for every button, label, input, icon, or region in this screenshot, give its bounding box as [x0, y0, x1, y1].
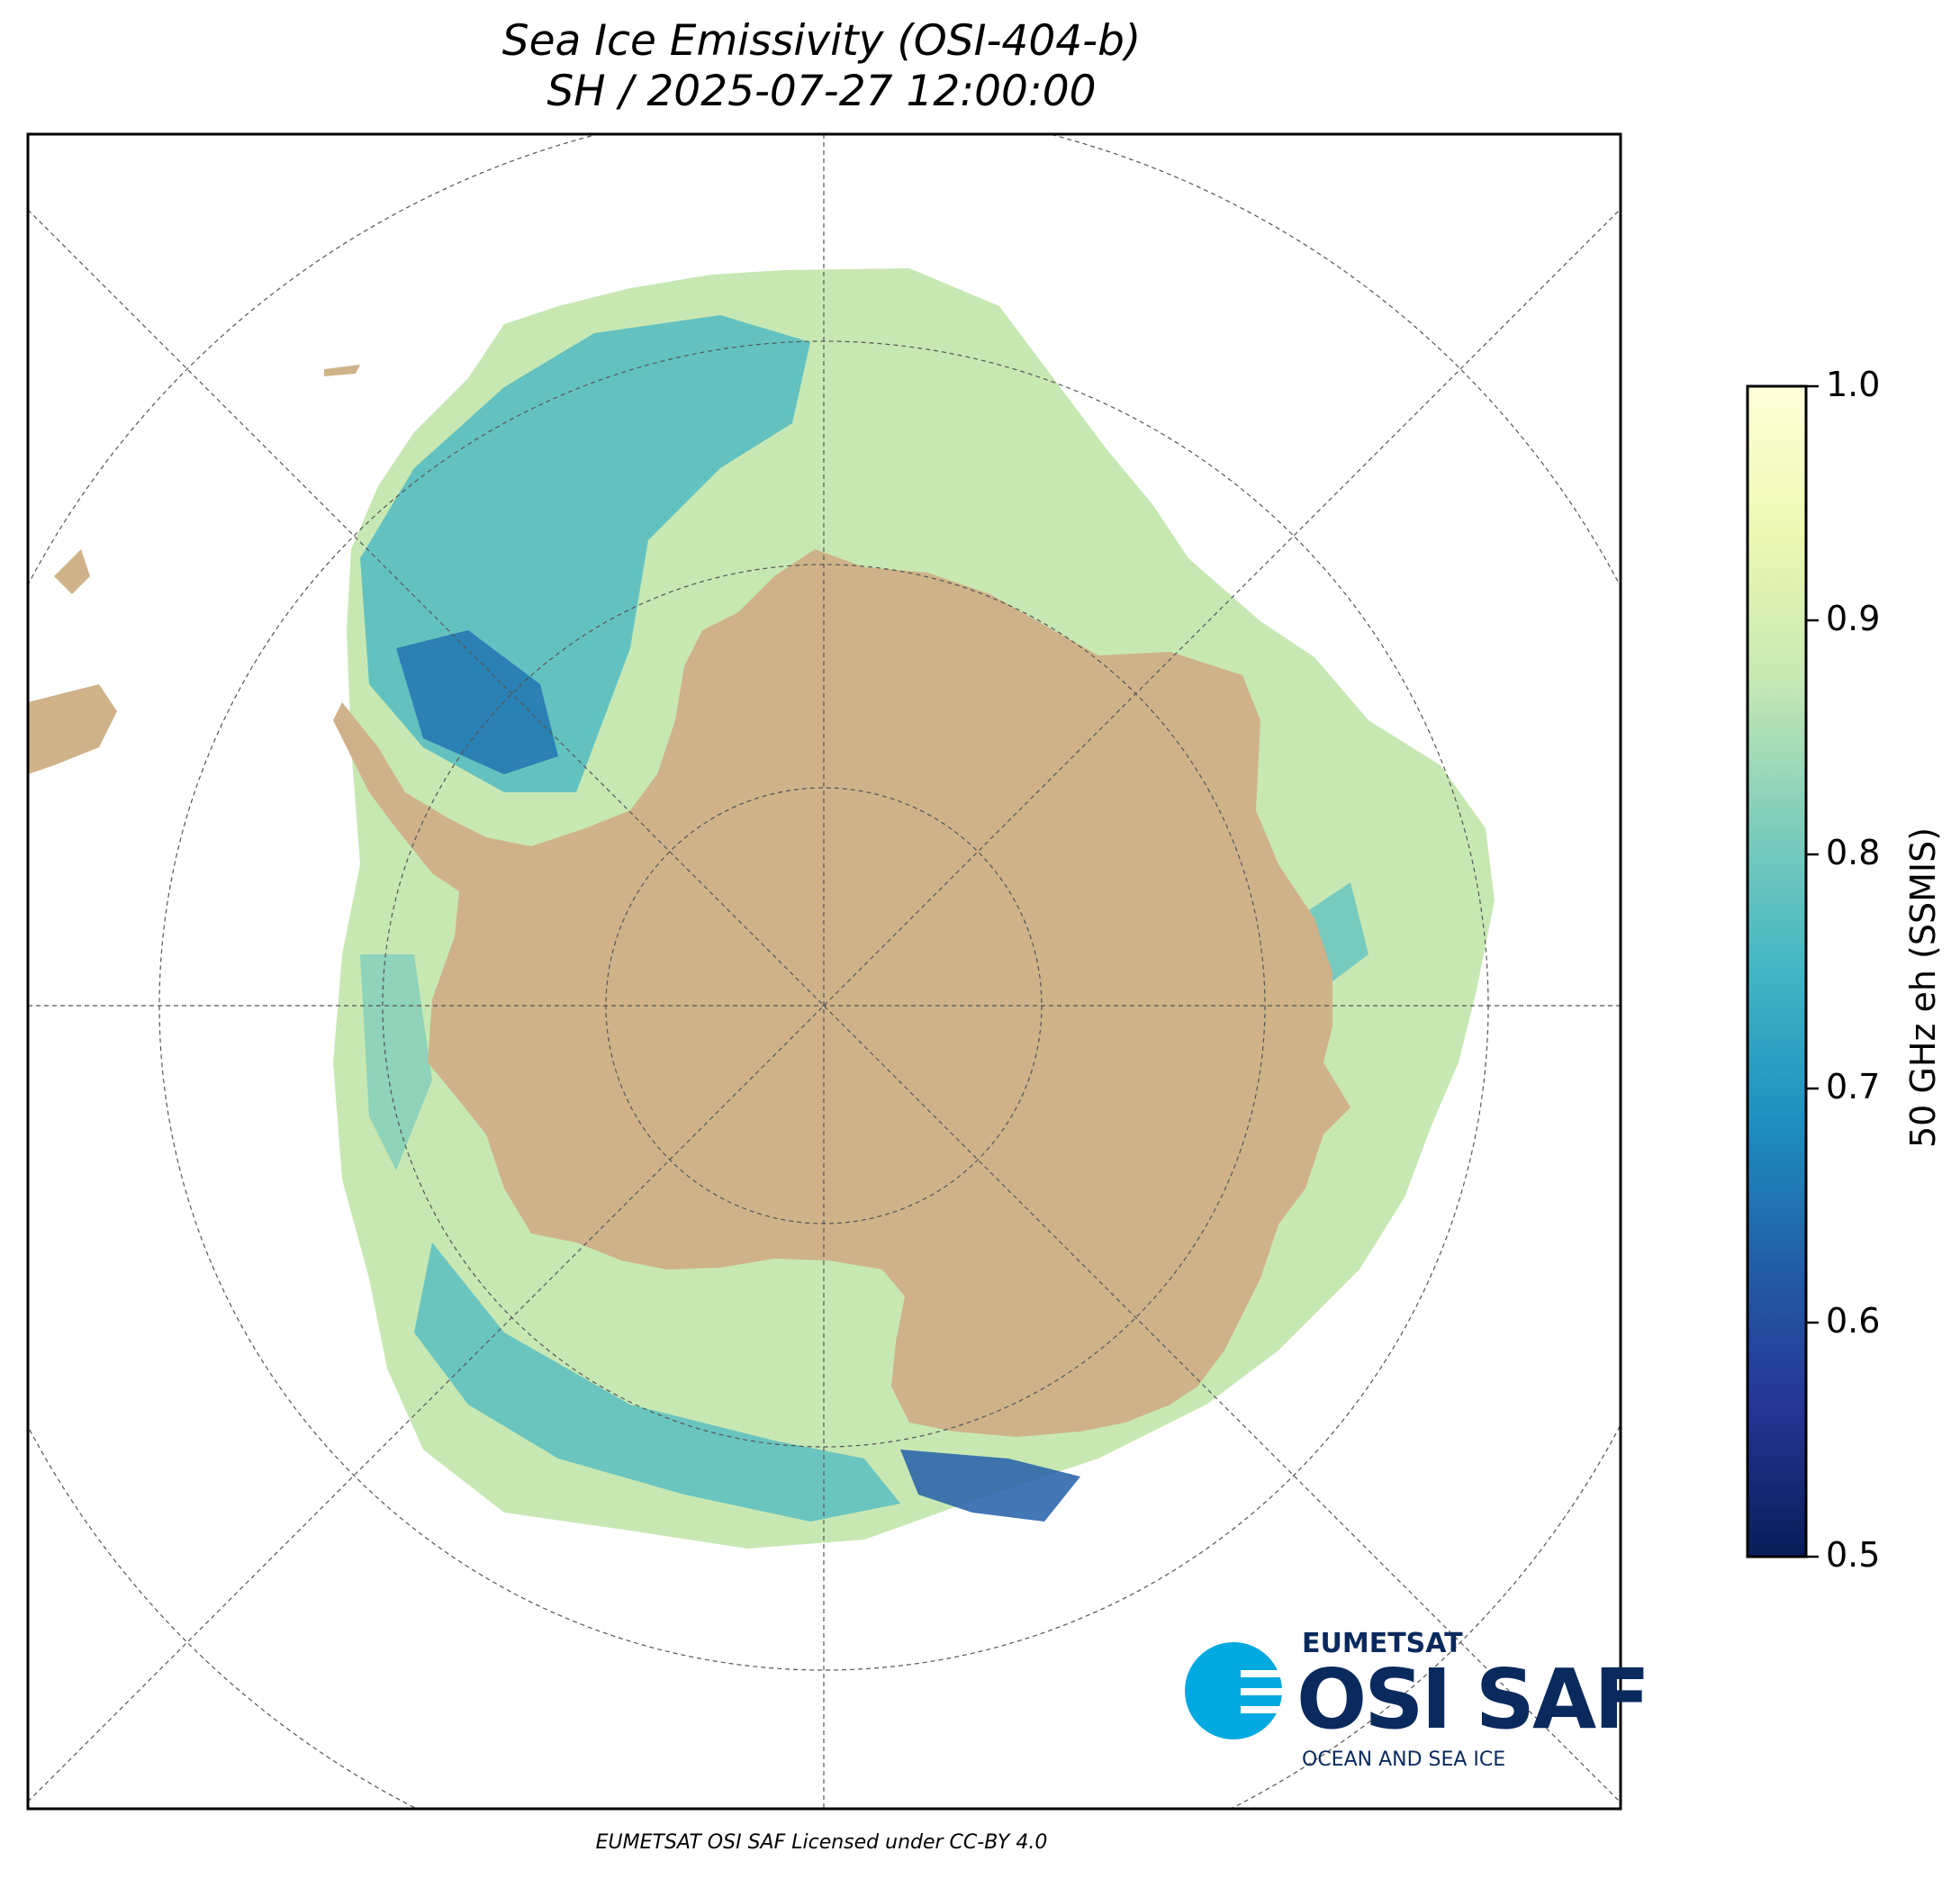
osisaf-logo-icon [1185, 1642, 1287, 1739]
map-title: Sea Ice Emissivity (OSI-404-b) [501, 16, 1142, 66]
antarctica-land [333, 549, 1350, 1437]
logo-tagline: OCEAN AND SEA ICE [1302, 1748, 1506, 1771]
colorbar-tick-label: 0.5 [1826, 1535, 1881, 1575]
logo-name: OSI SAF [1296, 1651, 1650, 1748]
colorbar-ticks [1806, 384, 1819, 1558]
colorbar-tick-label: 1.0 [1826, 365, 1881, 404]
colorbar [1746, 384, 1808, 1558]
license-footer: EUMETSAT OSI SAF Licensed under CC-BY 4.… [595, 1831, 1048, 1854]
colorbar-tick-label: 0.6 [1826, 1301, 1881, 1341]
colorbar-tick-label: 0.7 [1826, 1067, 1881, 1107]
logo-brand: EUMETSAT [1302, 1628, 1463, 1659]
colorbar-axis-label: 50 GHz eh (SSMIS) [1903, 827, 1943, 1148]
map-frame [26, 132, 1622, 1811]
map-subtitle: SH / 2025-07-27 12:00:00 [546, 67, 1097, 116]
colorbar-tick-label: 0.8 [1826, 833, 1881, 872]
colorbar-tick-label: 0.9 [1826, 599, 1881, 638]
